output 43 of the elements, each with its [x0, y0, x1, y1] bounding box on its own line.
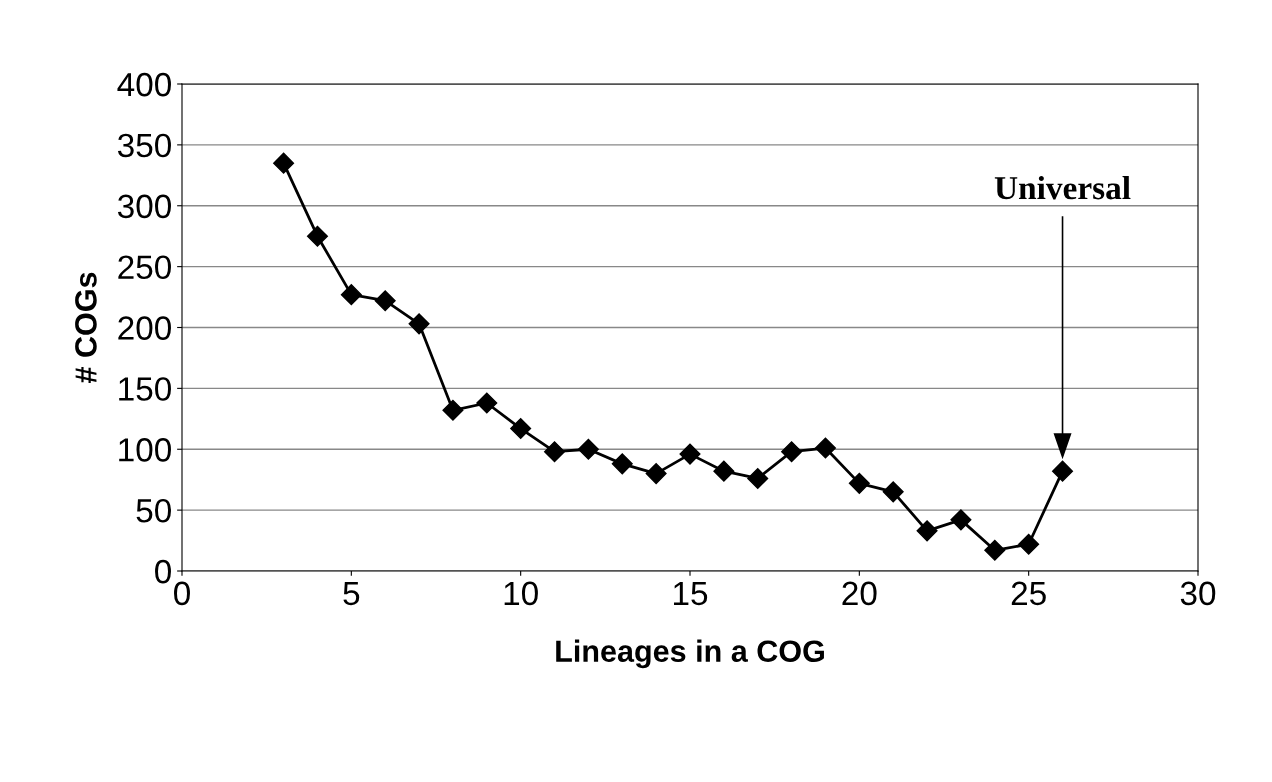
point [645, 463, 667, 485]
point [577, 438, 599, 460]
point [374, 290, 396, 312]
point [611, 453, 633, 475]
point [408, 313, 430, 335]
y-tick-label: 300 [117, 194, 171, 219]
x-tick-label: 10 [504, 581, 538, 606]
point [882, 481, 904, 503]
point [679, 443, 701, 465]
y-tick-label: 200 [118, 316, 171, 340]
x-tick-label: 30 [1180, 581, 1216, 606]
point [1052, 460, 1074, 482]
point [442, 399, 464, 421]
point [781, 441, 803, 463]
x-axis-title: Lineages in a COG [556, 639, 824, 669]
point [950, 509, 972, 531]
y-tick-label: 400 [117, 72, 171, 97]
point [1018, 533, 1040, 555]
y-tick-label: 0 [155, 559, 171, 584]
y-tick-label: 50 [136, 498, 171, 523]
point [747, 467, 769, 489]
x-tick-label: 0 [174, 581, 190, 606]
y-tick-label: 250 [118, 255, 171, 280]
point [848, 472, 870, 494]
point [984, 539, 1006, 561]
x-tick-label: 15 [674, 581, 708, 606]
point [306, 225, 328, 247]
point [476, 392, 498, 414]
x-tick-label: 5 [343, 581, 360, 606]
point [510, 418, 532, 440]
point [713, 460, 735, 482]
point [273, 152, 295, 174]
y-tick-label: 150 [119, 377, 171, 401]
y-tick-label: 350 [117, 133, 171, 158]
x-tick-label: 20 [842, 581, 877, 606]
point [814, 437, 836, 459]
point [916, 520, 938, 542]
point [340, 284, 362, 306]
x-tick-label: 25 [1011, 581, 1046, 606]
point [544, 441, 566, 463]
annotation: Universal [994, 175, 1131, 200]
y-axis-title: # COGs [75, 272, 97, 384]
y-tick-label: 100 [119, 438, 171, 462]
